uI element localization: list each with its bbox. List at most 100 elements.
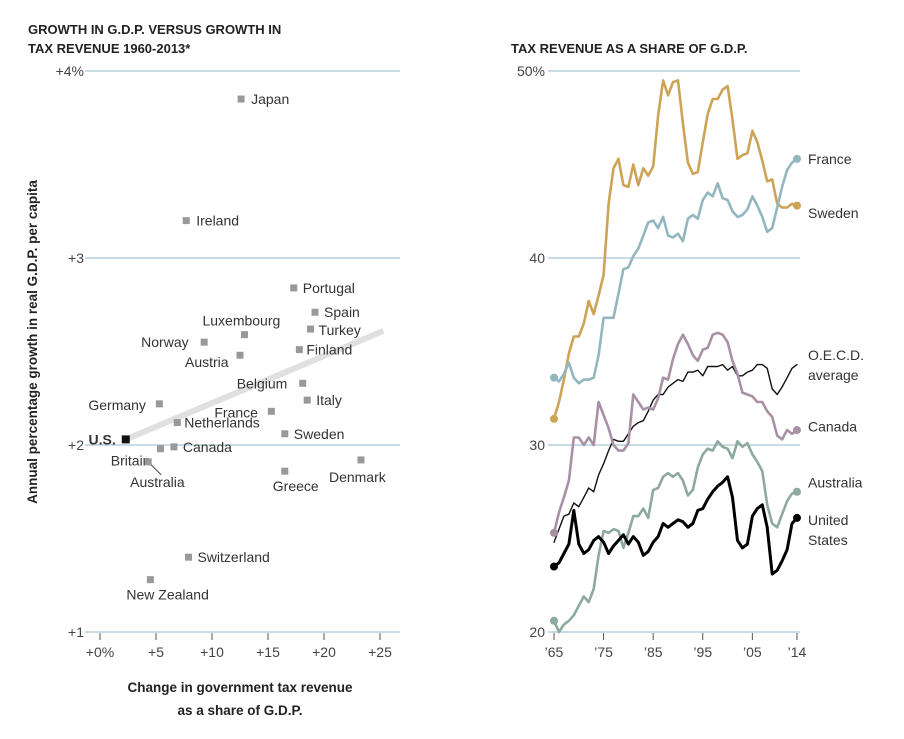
scatter-x-axis-label-line2: as a share of G.D.P. <box>177 703 302 718</box>
point-france <box>267 407 275 415</box>
label-japan: Japan <box>251 91 289 107</box>
point-austria <box>236 351 244 359</box>
series-start-dot-canada <box>550 528 558 537</box>
label-netherlands: Netherlands <box>184 415 260 431</box>
label-france: France <box>214 404 258 420</box>
point-australia <box>144 458 152 466</box>
trend-line <box>124 328 385 443</box>
scatter-title-line2: TAX REVENUE 1960-2013* <box>28 41 191 56</box>
scatter-y-tick-label: +3 <box>68 250 84 266</box>
line-x-tick-label: ’95 <box>693 644 712 660</box>
scatter-x-axis-label-line1: Change in government tax revenue <box>127 680 353 695</box>
scatter-title-line1: GROWTH IN G.D.P. VERSUS GROWTH IN <box>28 22 281 37</box>
point-turkey <box>307 325 315 333</box>
point-japan <box>237 95 245 103</box>
scatter-y-tick-label: +1 <box>68 624 84 640</box>
series-line-o-e-c-d-average <box>553 363 798 543</box>
series-label-united-states: United <box>808 512 848 528</box>
point-denmark <box>357 456 365 464</box>
scatter-y-tick-label: +2 <box>68 437 84 453</box>
line-x-tick-label: ’14 <box>788 644 807 660</box>
series-label-o-e-c-d-average: average <box>808 367 859 383</box>
label-spain: Spain <box>324 304 360 320</box>
series-line-sweden <box>552 157 799 385</box>
scatter-x-tick-label: +25 <box>368 644 392 660</box>
label-luxembourg: Luxembourg <box>202 313 280 329</box>
series-line-canada <box>552 331 799 535</box>
label-norway: Norway <box>141 334 188 350</box>
series-label-united-states: States <box>808 532 848 548</box>
point-spain <box>311 308 319 316</box>
line-x-tick-label: ’65 <box>545 644 564 660</box>
line-y-tick-label: 30 <box>529 437 545 453</box>
point-britain <box>156 445 164 453</box>
scatter-panel: GROWTH IN G.D.P. VERSUS GROWTH IN TAX RE… <box>25 22 400 718</box>
scatter-x-tick-label: +15 <box>256 644 280 660</box>
series-end-dot-canada <box>793 426 801 435</box>
label-sweden: Sweden <box>294 426 345 442</box>
label-greece: Greece <box>273 478 319 494</box>
line-x-tick-label: ’05 <box>743 644 762 660</box>
label-ireland: Ireland <box>196 213 239 229</box>
series-end-dot-australia <box>793 487 801 496</box>
point-norway <box>200 338 208 346</box>
point-netherlands <box>173 419 181 427</box>
series-label-australia: Australia <box>808 474 863 490</box>
label-portugal: Portugal <box>303 280 355 296</box>
line-chart-title: TAX REVENUE AS A SHARE OF G.D.P. <box>511 41 747 56</box>
point-sweden <box>281 430 289 438</box>
series-start-dot-france <box>550 414 558 423</box>
point-canada <box>170 443 178 451</box>
label-canada: Canada <box>183 439 232 455</box>
label-denmark: Denmark <box>329 469 387 485</box>
label-germany: Germany <box>88 397 146 413</box>
scatter-x-tick-label: +5 <box>148 644 164 660</box>
point-finland <box>295 346 303 354</box>
series-start-dot-sweden <box>550 373 558 382</box>
series-start-dot-united-states <box>550 562 558 571</box>
point-greece <box>281 467 289 475</box>
label-new-zealand: New Zealand <box>126 587 208 603</box>
series-end-dot-france <box>793 201 801 210</box>
line-panel: TAX REVENUE AS A SHARE OF G.D.P. 50% 40 30… <box>511 41 864 660</box>
series-label-canada: Canada <box>808 418 857 434</box>
point-italy <box>303 396 311 404</box>
scatter-x-tick-label: +20 <box>312 644 336 660</box>
scatter-y-axis-label: Annual percentage growth in real G.D.P. … <box>25 180 40 504</box>
scatter-x-tick-label: +0% <box>86 644 114 660</box>
series-start-dot-australia <box>550 616 558 625</box>
point-new-zealand <box>146 576 154 584</box>
series-label-o-e-c-d-average: O.E.C.D. <box>808 347 864 363</box>
label-belgium: Belgium <box>237 375 288 391</box>
series-end-dot-sweden <box>793 154 801 163</box>
line-y-tick-label: 20 <box>529 624 545 640</box>
series-end-dot-united-states <box>793 513 801 522</box>
label-britain: Britain <box>111 453 151 469</box>
series-label-france: France <box>808 151 852 167</box>
scatter-y-tick-label: +4% <box>56 63 84 79</box>
point-u-s <box>121 435 130 444</box>
point-portugal <box>290 284 298 292</box>
point-switzerland <box>184 553 192 561</box>
series-line-france <box>552 79 799 421</box>
line-y-tick-label: 50% <box>517 63 545 79</box>
label-australia: Australia <box>130 474 185 490</box>
scatter-x-tick-label: +10 <box>200 644 224 660</box>
point-germany <box>155 400 163 408</box>
line-y-tick-label: 40 <box>529 250 545 266</box>
label-italy: Italy <box>316 392 342 408</box>
line-x-tick-label: ’85 <box>644 644 663 660</box>
label-turkey: Turkey <box>319 322 361 338</box>
series-label-sweden: Sweden <box>808 205 859 221</box>
line-x-tick-label: ’75 <box>594 644 613 660</box>
point-ireland <box>182 217 190 225</box>
label-switzerland: Switzerland <box>197 549 269 565</box>
label-austria: Austria <box>185 354 229 370</box>
series-line-australia <box>552 440 799 634</box>
point-luxembourg <box>240 331 248 339</box>
label-u-s: U.S. <box>89 431 116 447</box>
series-line-united-states <box>552 475 799 576</box>
point-belgium <box>299 379 307 387</box>
